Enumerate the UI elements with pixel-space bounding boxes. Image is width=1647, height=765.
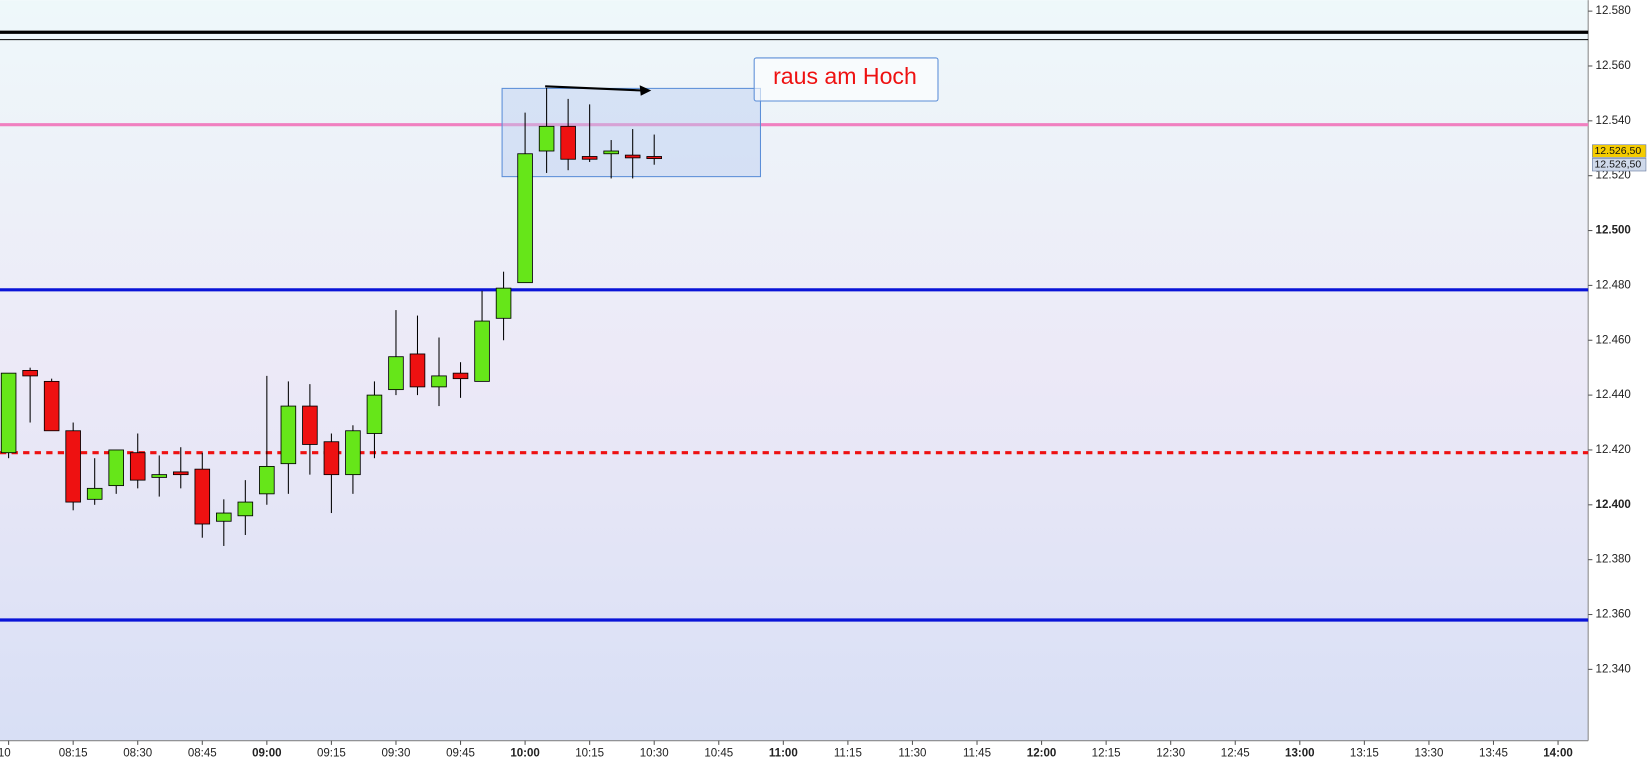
candle-body [259,465,275,495]
x-tick-label: 13:00 [1285,747,1315,759]
candle-body [108,449,124,487]
x-tick-label: 12:15 [1092,747,1121,759]
x-tick-label: 09:15 [317,747,346,759]
y-tick-label: 12.380 [1596,554,1631,566]
x-tick-label: 08:45 [188,747,217,759]
y-tick-label: 12.480 [1596,279,1631,291]
x-tick-label: 12:30 [1156,747,1185,759]
candle-body [43,380,60,432]
candle-body [129,452,146,481]
x-tick-label: 09:45 [446,747,475,759]
arrow-head [639,85,652,96]
x-tick-label: 12:00 [1027,747,1057,759]
y-tick-label: 12.400 [1596,499,1631,511]
candle-body [172,471,189,476]
candle-body [86,487,103,500]
candle-body [216,512,232,522]
candle-body [280,405,297,465]
x-tick-label: 08:15 [59,747,88,759]
y-tick-label: 12.340 [1596,663,1631,675]
x-tick-label: 10:15 [575,747,604,759]
candle-body [581,156,598,160]
candle-body [409,353,426,388]
candle-body [603,150,619,155]
x-tick-label: 13:30 [1414,747,1443,759]
candle-body [560,125,576,160]
arrow-line [545,85,643,92]
y-tick-label: 12.500 [1596,225,1631,237]
candle-body [194,468,211,525]
candle-body [517,153,533,284]
x-tick-label: 11:45 [963,747,991,759]
candle-body [646,156,662,160]
candle-body [431,375,447,388]
candle-body [495,287,512,319]
x-tick-label: 14:00 [1543,747,1573,759]
candle-body [624,154,641,159]
x-tick-label: 13:45 [1479,747,1508,759]
x-tick-label: 10:00 [510,747,540,759]
price-label: 12.526,50 [1594,158,1641,170]
candles [0,87,662,546]
x-tick-label: 09:00 [252,747,282,759]
price-label-box [1592,144,1647,158]
candle-body [22,370,38,377]
candle-body [452,372,469,380]
candle-body [65,430,81,503]
y-tick-label: 12.440 [1596,389,1631,401]
x-tick-label: 10:45 [704,747,733,759]
y-tick-label: 12.520 [1596,170,1631,182]
candle-body [237,501,254,517]
x-tick-label: 11:15 [834,747,862,759]
candle-body [302,405,318,445]
y-tick-label: 12.540 [1596,115,1631,127]
candle-body [366,394,383,434]
x-tick-label: 12:45 [1221,747,1250,759]
x-tick-label: 09:30 [382,747,411,759]
candle-body [388,356,404,391]
y-tick-label: 12.360 [1596,609,1631,621]
y-tick-label: 12.560 [1596,60,1631,72]
x-tick-label: 13:15 [1350,747,1379,759]
candle-body [474,320,490,382]
x-tick-label: 10:30 [640,747,669,759]
annotation-text: raus am Hoch [773,63,917,89]
plot-background [0,0,1589,741]
x-tick-label: 11:30 [898,747,926,759]
x-tick-label: 08:30 [123,747,152,759]
x-axis-background [0,740,1589,765]
candle-body [0,372,17,454]
y-axis-background [1588,0,1647,765]
candle-body [151,474,168,478]
candle-body [538,125,555,152]
candle-body [345,430,361,476]
candle-body [323,441,340,476]
y-tick-label: 12.420 [1596,444,1631,456]
x-tick-label: 11:00 [769,747,798,759]
y-tick-label: 12.580 [1596,5,1631,17]
x-tick-label: 10 [0,747,11,759]
price-label: 12.526,50 [1594,145,1641,157]
price-label-box [1592,158,1647,172]
axes: 12.580 12.560 12.540 12.520 12.500 12.480 12.4… [0,5,1647,759]
level-lines [0,30,1589,622]
y-tick-label: 12.460 [1596,334,1631,346]
annotation-box [753,57,939,102]
